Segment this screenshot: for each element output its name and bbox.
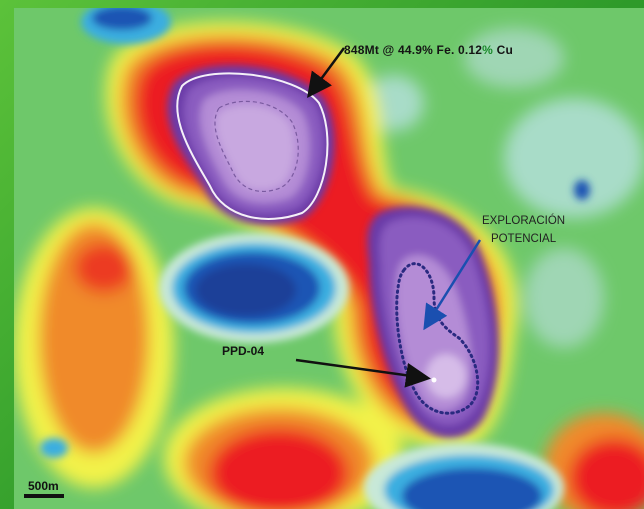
exploration-line-2: POTENCIAL [490,233,557,245]
drillhole-arrow [295,358,431,388]
resource-annotation: 848Mt @ 44.9% Fe. 0.12% Cu [344,43,513,57]
drillhole-marker [431,377,437,383]
resource-text-prefix: 848Mt @ 44.9% Fe. 0.12 [344,43,483,57]
exploration-arrow [423,239,482,331]
map-canvas [14,8,644,509]
resource-arrow [307,47,346,99]
resource-core-outline [214,100,299,192]
exploration-line-1: EXPLORACIÓN [482,215,566,227]
drillhole-label: PPD-04 [222,344,265,358]
resource-outline [176,72,329,220]
scale-bar-label: 500m [28,479,59,493]
exploration-annotation: EXPLORACIÓN POTENCIAL [482,212,565,248]
resource-text-percent: % [482,43,494,57]
scale-bar [24,494,64,498]
magnetic-anomaly-map [14,8,644,509]
exploration-target-outline [395,262,480,415]
resource-text-suffix: Cu [493,43,513,57]
